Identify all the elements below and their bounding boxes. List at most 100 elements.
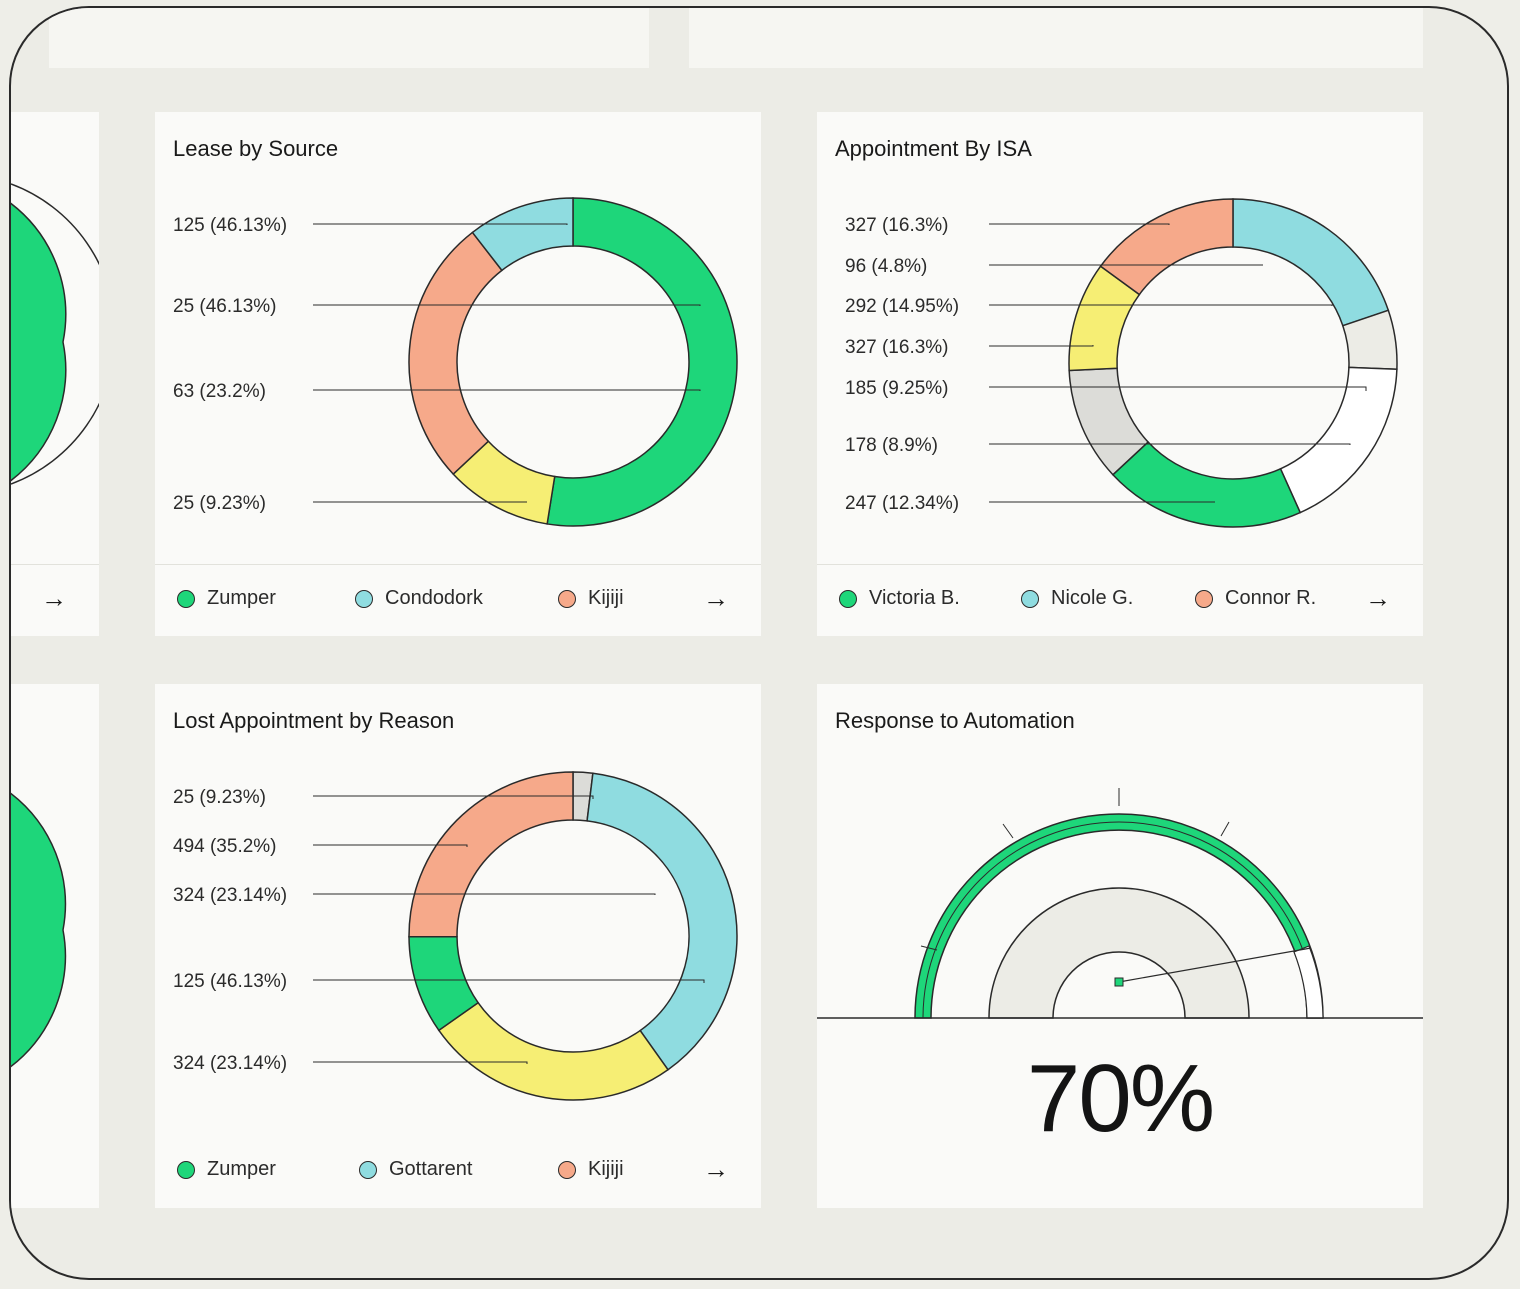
leader-line — [989, 304, 1333, 306]
lease-by-source-card: Lease by Source 125 (46.13%) 25 (46.13%) 6… — [155, 112, 761, 636]
partial-donut-bottom — [11, 792, 67, 1068]
leader-line — [313, 795, 594, 799]
donut-slice[interactable] — [471, 197, 574, 272]
partial-legend-top: → — [11, 564, 99, 637]
leader-line — [313, 1061, 528, 1064]
partial-chart-card-bottom — [11, 684, 99, 1208]
leader-line — [313, 304, 701, 306]
leader-line — [989, 223, 1170, 225]
legend-item-zumper[interactable]: Zumper — [177, 1158, 276, 1181]
leader-line — [989, 443, 1351, 445]
legend-label: Zumper — [207, 1158, 276, 1180]
donut-slice[interactable] — [586, 772, 738, 1071]
lease-by-source-donut: 125 (46.13%) 25 (46.13%) 63 (23.2%) 25 (9.2… — [173, 197, 738, 527]
slice-value-label: 63 (23.2%) — [173, 381, 266, 402]
response-gauge — [817, 788, 1423, 1019]
partial-donut-top — [11, 183, 99, 485]
legend-dot — [839, 589, 857, 608]
leader-line — [313, 844, 468, 847]
gauge-needle-pivot — [1114, 977, 1124, 987]
legend-item-nicole[interactable]: Nicole G. — [1021, 587, 1133, 610]
top-table-card-left — [49, 8, 649, 68]
slice-value-label: 185 (9.25%) — [845, 378, 949, 399]
legend-dot — [359, 1160, 377, 1179]
gauge-tick — [920, 945, 938, 951]
response-automation-card: Response to Automation 70% — [817, 684, 1423, 1208]
lost-arrow-icon[interactable]: → — [703, 1154, 729, 1184]
gauge-needle — [1118, 947, 1312, 983]
slice-value-label: 178 (8.9%) — [845, 435, 938, 456]
donut-slice[interactable] — [437, 1001, 670, 1101]
lost-appointment-donut: 25 (9.23%) 494 (35.2%) 324 (23.14%) 125 (46… — [173, 771, 738, 1101]
isa-arrow-icon[interactable]: → — [1365, 583, 1391, 613]
slice-value-label: 324 (23.14%) — [173, 1053, 287, 1074]
legend-label: Condodork — [385, 587, 483, 609]
legend-item-victoria[interactable]: Victoria B. — [839, 587, 960, 610]
legend-label: Kijiji — [588, 587, 624, 609]
slice-value-label: 125 (46.13%) — [173, 971, 287, 992]
lost-legend: Zumper Gottarent Kijiji → — [155, 1136, 761, 1208]
legend-item-kijiji[interactable]: Kijiji — [558, 587, 624, 610]
legend-label: Kijiji — [588, 1158, 624, 1180]
leader-line — [313, 893, 656, 895]
legend-dot — [1021, 589, 1039, 608]
legend-item-gottarent[interactable]: Gottarent — [359, 1158, 472, 1181]
appointment-by-isa-donut: 327 (16.3%) 96 (4.8%) 292 (14.95%) 327 (16.… — [845, 198, 1398, 528]
donut-slice[interactable] — [1099, 198, 1234, 296]
partial-chart-card-top: → — [11, 112, 99, 636]
leader-line — [313, 223, 568, 225]
legend-item-kijiji[interactable]: Kijiji — [558, 1158, 624, 1181]
legend-item-condodork[interactable]: Condodork — [355, 587, 483, 610]
slice-value-label: 25 (46.13%) — [173, 296, 277, 317]
legend-label: Victoria B. — [869, 587, 960, 609]
slice-value-label: 327 (16.3%) — [845, 337, 949, 358]
legend-dot — [177, 589, 195, 608]
card-title: Lease by Source — [173, 136, 339, 161]
legend-label: Connor R. — [1225, 587, 1317, 609]
leader-line — [989, 386, 1367, 391]
legend-item-zumper[interactable]: Zumper — [177, 587, 276, 610]
dashboard-frame: → Lease by Source 125 (46.13%) 25 (46.13%… — [9, 6, 1509, 1280]
donut-slice[interactable] — [1279, 366, 1398, 514]
slice-value-label: 327 (16.3%) — [845, 215, 949, 236]
slice-value-label: 324 (23.14%) — [173, 885, 287, 906]
legend-label: Zumper — [207, 587, 276, 609]
donut-slice[interactable] — [1232, 198, 1390, 327]
legend-item-connor[interactable]: Connor R. — [1195, 587, 1316, 610]
partial-arrow-top[interactable]: → — [41, 583, 67, 613]
legend-dot — [177, 1160, 195, 1179]
appointment-by-isa-card: Appointment By ISA 327 (16.3%) 96 (4.8%) 2… — [817, 112, 1423, 636]
gauge-inner-arch — [988, 887, 1250, 1019]
slice-value-label: 292 (14.95%) — [845, 296, 959, 317]
card-title: Appointment By ISA — [835, 136, 1032, 161]
card-title: Response to Automation — [835, 708, 1075, 733]
slice-value-label: 494 (35.2%) — [173, 836, 277, 857]
donut-slice[interactable] — [408, 771, 574, 938]
leader-line — [313, 979, 705, 983]
slice-value-label: 25 (9.23%) — [173, 787, 266, 808]
slice-value-label: 25 (9.23%) — [173, 493, 266, 514]
gauge-outer-inner-line — [922, 821, 1316, 1019]
donut-slice[interactable] — [546, 197, 738, 527]
leader-line — [313, 389, 701, 391]
gauge-outer-remaining — [1293, 945, 1324, 1019]
response-percent: 70% — [1026, 1045, 1215, 1152]
donut-slice[interactable] — [1111, 440, 1302, 528]
gauge-tick — [1002, 823, 1014, 839]
legend-label: Gottarent — [389, 1158, 473, 1180]
donut-slice[interactable] — [408, 231, 503, 476]
isa-legend: Victoria B. Nicole G. Connor R. → — [817, 564, 1423, 637]
legend-dot — [558, 1160, 576, 1179]
leader-line — [989, 345, 1094, 347]
lease-arrow-icon[interactable]: → — [703, 583, 729, 613]
top-table-card-right — [689, 8, 1423, 68]
slice-value-label: 96 (4.8%) — [845, 256, 927, 277]
legend-dot — [558, 589, 576, 608]
slice-value-label: 247 (12.34%) — [845, 493, 959, 514]
card-title: Lost Appointment by Reason — [173, 708, 455, 733]
legend-dot — [355, 589, 373, 608]
slice-value-label: 125 (46.13%) — [173, 215, 287, 236]
legend-label: Nicole G. — [1051, 587, 1134, 609]
legend-dot — [1195, 589, 1213, 608]
lost-appointment-card: Lost Appointment by Reason 25 (9.23%) 494… — [155, 684, 761, 1208]
